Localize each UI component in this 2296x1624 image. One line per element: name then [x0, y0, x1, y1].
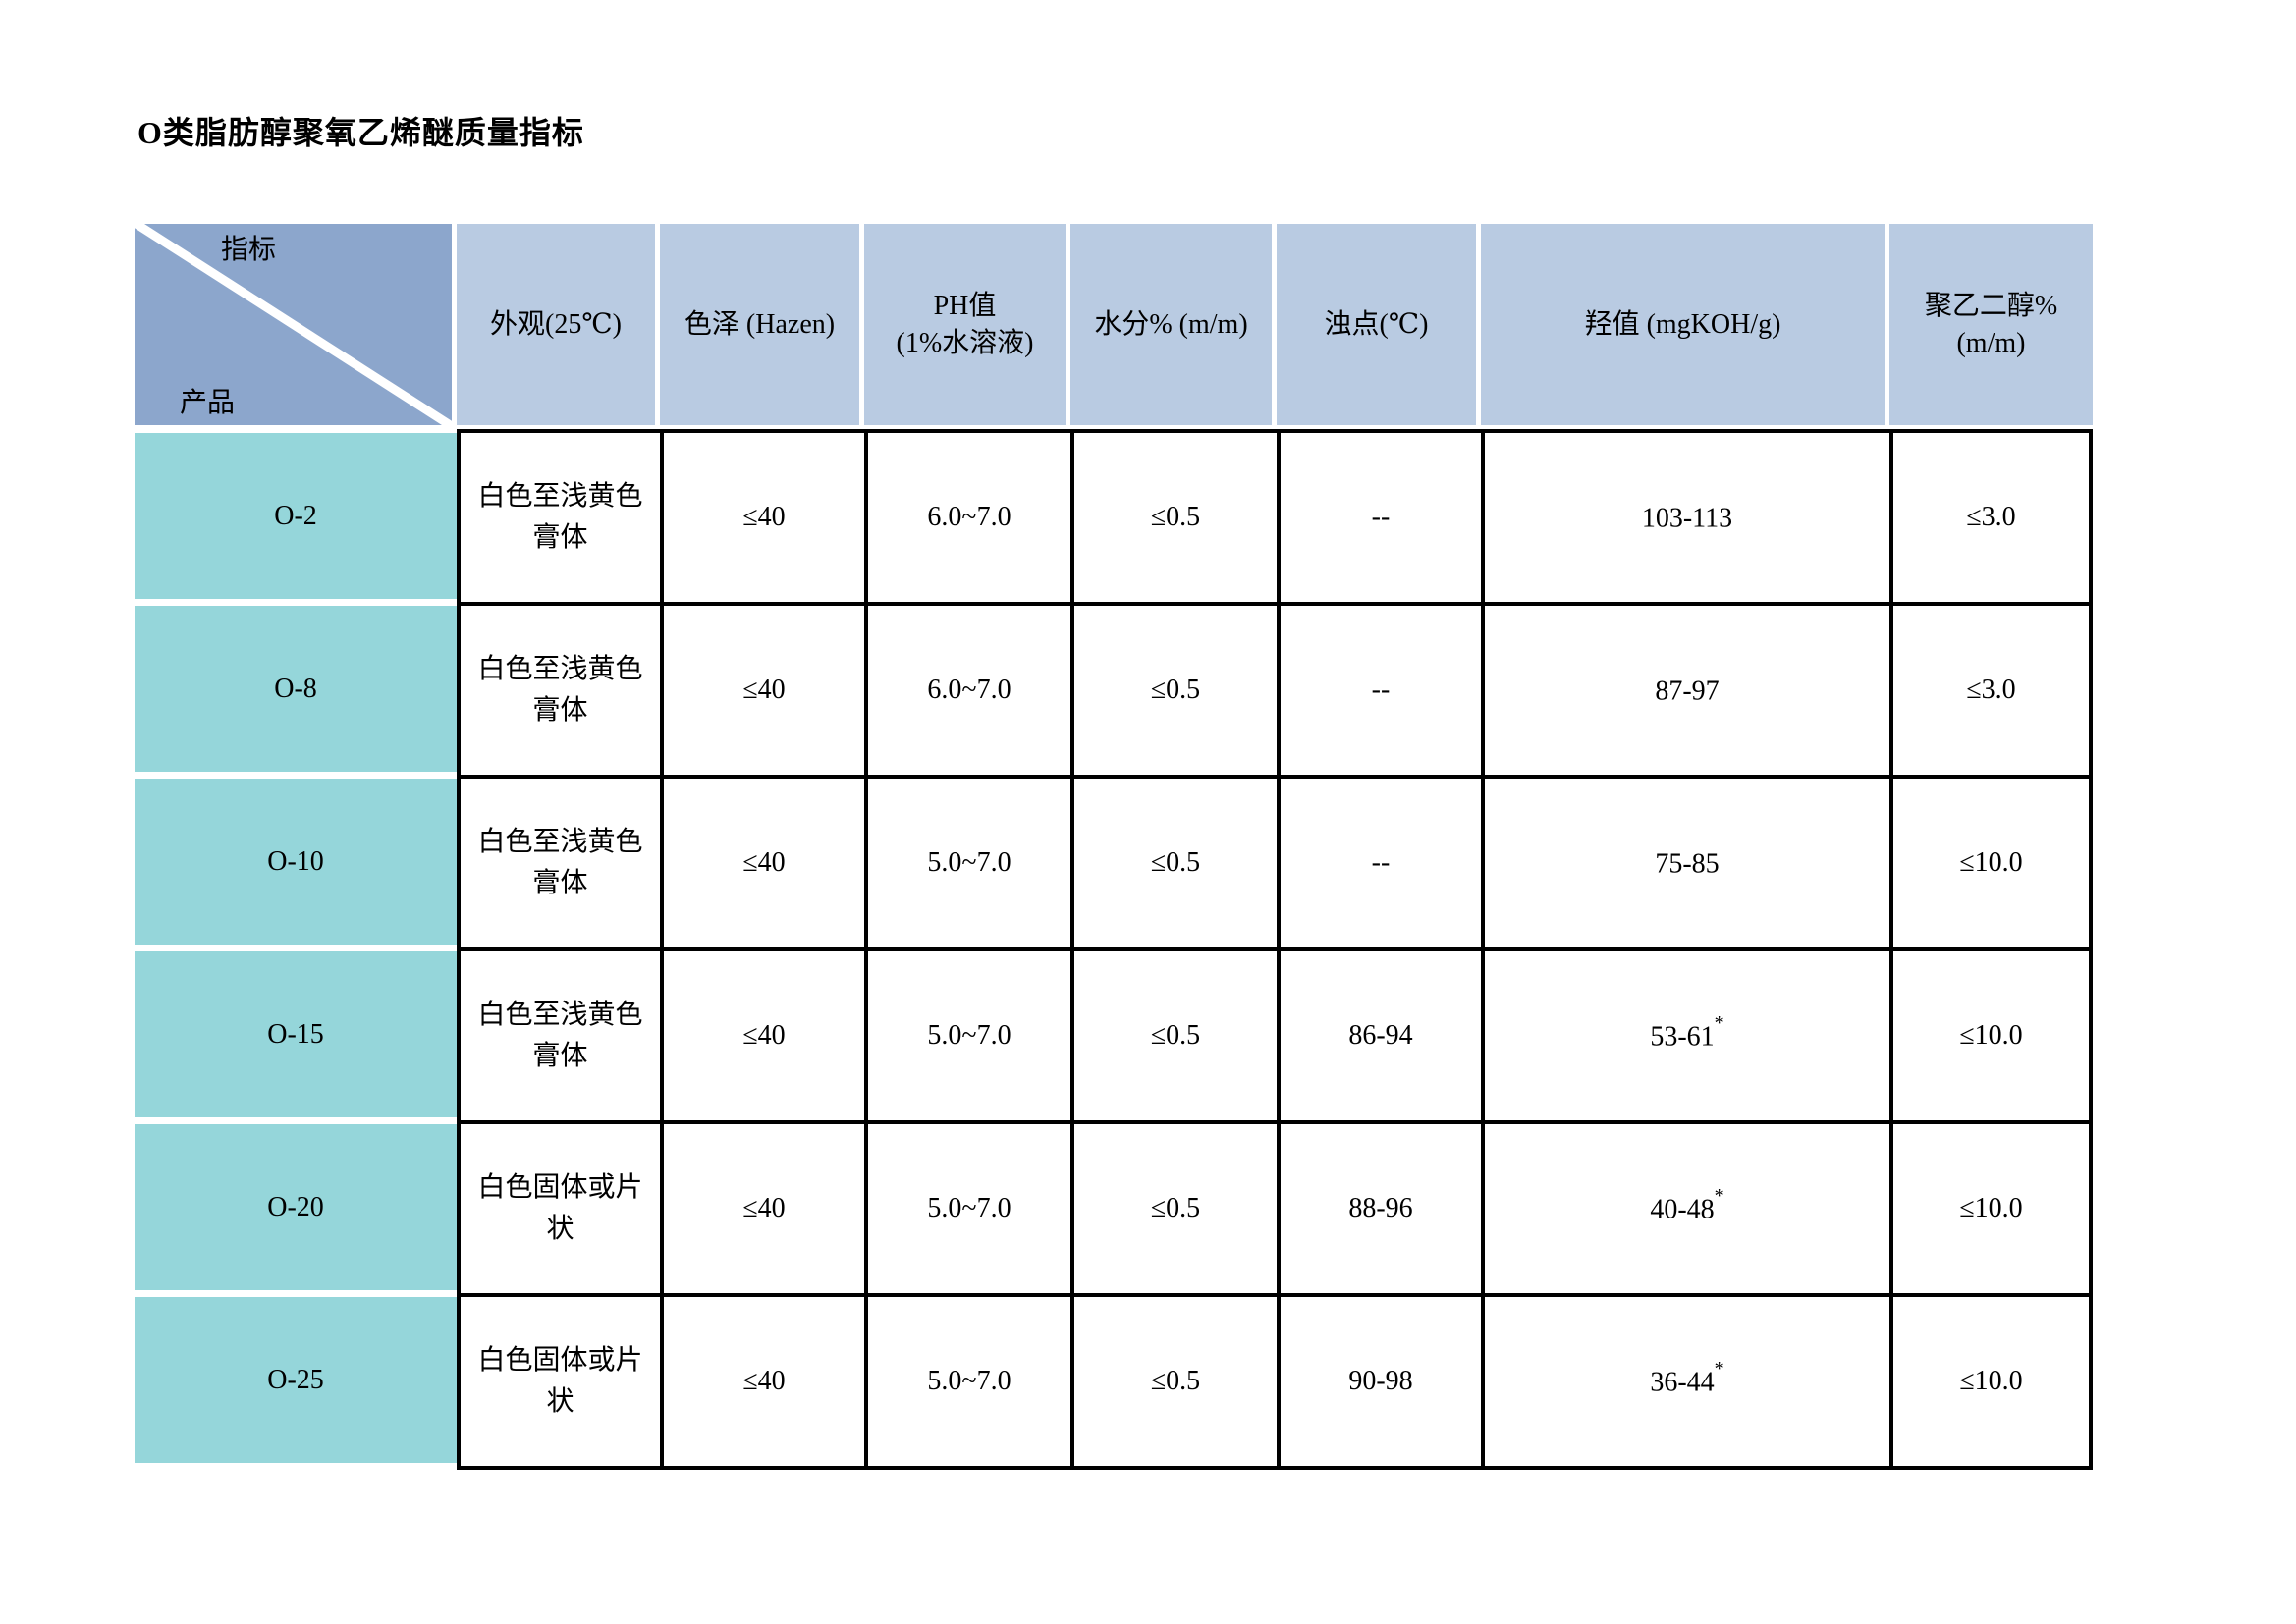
moisture-cell: ≤0.5 — [1074, 951, 1277, 1120]
hydroxyl-value: 75-85 — [1655, 848, 1720, 880]
hydroxyl-value: 53-61 — [1650, 1021, 1715, 1053]
peg-cell: ≤10.0 — [1893, 1297, 2089, 1466]
product-cell: O-20 — [135, 1124, 457, 1290]
appearance-cell: 白色至浅黄色膏体 — [461, 606, 660, 775]
quality-spec-table: 指标 产品 外观(25℃) 色泽 (Hazen) PH值 (1%水溶液) 水分%… — [135, 224, 2093, 1470]
moisture-cell: ≤0.5 — [1074, 606, 1277, 775]
ph-cell: 5.0~7.0 — [868, 1297, 1070, 1466]
product-column: O-2 O-8 O-10 O-15 O-20 O-25 — [135, 429, 457, 1470]
product-cell: O-8 — [135, 606, 457, 772]
hydroxyl-footnote-mark: * — [1714, 1011, 1724, 1034]
header-peg: 聚乙二醇% (m/m) — [1889, 224, 2093, 425]
cloud-point-cell: 88-96 — [1281, 1124, 1481, 1293]
moisture-cell: ≤0.5 — [1074, 1297, 1277, 1466]
cloud-point-cell: 86-94 — [1281, 951, 1481, 1120]
hydroxyl-cell: 75-85 — [1485, 779, 1889, 947]
corner-cell: 指标 产品 — [135, 224, 457, 425]
peg-cell: ≤3.0 — [1893, 606, 2089, 775]
appearance-cell: 白色至浅黄色膏体 — [461, 951, 660, 1120]
ph-cell: 5.0~7.0 — [868, 951, 1070, 1120]
peg-cell: ≤10.0 — [1893, 779, 2089, 947]
peg-cell: ≤10.0 — [1893, 1124, 2089, 1293]
hydroxyl-cell: 36-44* — [1485, 1297, 1889, 1466]
peg-cell: ≤3.0 — [1893, 433, 2089, 602]
cloud-point-cell: -- — [1281, 606, 1481, 775]
cloud-point-cell: 90-98 — [1281, 1297, 1481, 1466]
header-moisture: 水分% (m/m) — [1070, 224, 1277, 425]
color-hazen-cell: ≤40 — [664, 779, 864, 947]
header-cloud-point: 浊点(℃) — [1277, 224, 1481, 425]
hydroxyl-value: 36-44 — [1650, 1367, 1715, 1398]
table-header-row: 指标 产品 外观(25℃) 色泽 (Hazen) PH值 (1%水溶液) 水分%… — [135, 224, 2093, 425]
ph-cell: 6.0~7.0 — [868, 433, 1070, 602]
appearance-cell: 白色固体或片状 — [461, 1124, 660, 1293]
page-title: O类脂肪醇聚氧乙烯醚质量指标 — [137, 115, 584, 150]
color-hazen-cell: ≤40 — [664, 951, 864, 1120]
product-cell: O-25 — [135, 1297, 457, 1463]
diagonal-divider-line — [135, 224, 452, 425]
cloud-point-cell: -- — [1281, 433, 1481, 602]
cloud-point-cell: -- — [1281, 779, 1481, 947]
color-hazen-cell: ≤40 — [664, 606, 864, 775]
header-appearance: 外观(25℃) — [457, 224, 660, 425]
color-hazen-cell: ≤40 — [664, 1124, 864, 1293]
moisture-cell: ≤0.5 — [1074, 1124, 1277, 1293]
color-hazen-cell: ≤40 — [664, 1297, 864, 1466]
ph-cell: 5.0~7.0 — [868, 779, 1070, 947]
ph-cell: 5.0~7.0 — [868, 1124, 1070, 1293]
header-ph: PH值 (1%水溶液) — [864, 224, 1070, 425]
corner-label-indicator: 指标 — [221, 235, 277, 265]
hydroxyl-value: 40-48 — [1650, 1194, 1715, 1225]
hydroxyl-cell: 87-97 — [1485, 606, 1889, 775]
appearance-cell: 白色至浅黄色膏体 — [461, 779, 660, 947]
moisture-cell: ≤0.5 — [1074, 779, 1277, 947]
color-hazen-cell: ≤40 — [664, 433, 864, 602]
header-color-hazen: 色泽 (Hazen) — [660, 224, 864, 425]
product-cell: O-15 — [135, 951, 457, 1117]
corner-label-product: 产品 — [180, 388, 236, 419]
product-cell: O-2 — [135, 433, 457, 599]
moisture-cell: ≤0.5 — [1074, 433, 1277, 602]
hydroxyl-value: 103-113 — [1641, 503, 1733, 534]
table-body-grid: 白色至浅黄色膏体 ≤40 6.0~7.0 ≤0.5 -- 103-113 ≤3.… — [457, 429, 2093, 1470]
peg-cell: ≤10.0 — [1893, 951, 2089, 1120]
appearance-cell: 白色至浅黄色膏体 — [461, 433, 660, 602]
hydroxyl-footnote-mark: * — [1714, 1357, 1724, 1380]
hydroxyl-value: 87-97 — [1655, 676, 1720, 707]
appearance-cell: 白色固体或片状 — [461, 1297, 660, 1466]
hydroxyl-cell: 103-113 — [1485, 433, 1889, 602]
hydroxyl-cell: 53-61* — [1485, 951, 1889, 1120]
hydroxyl-cell: 40-48* — [1485, 1124, 1889, 1293]
table-body: O-2 O-8 O-10 O-15 O-20 O-25 白色至浅黄色膏体 ≤40… — [135, 429, 2093, 1470]
ph-cell: 6.0~7.0 — [868, 606, 1070, 775]
hydroxyl-footnote-mark: * — [1714, 1184, 1724, 1207]
header-hydroxyl-value: 羟值 (mgKOH/g) — [1481, 224, 1889, 425]
product-cell: O-10 — [135, 779, 457, 945]
